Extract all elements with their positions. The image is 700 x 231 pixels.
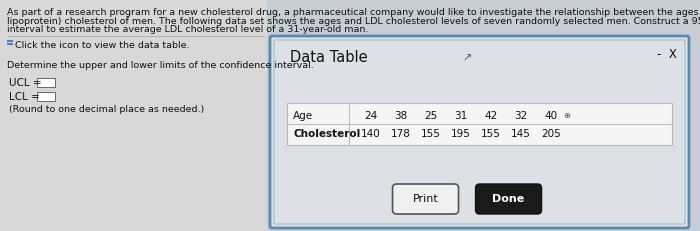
Bar [10, 40, 13, 42]
Text: 178: 178 [391, 129, 411, 139]
Text: 195: 195 [451, 129, 471, 139]
Text: UCL =: UCL = [9, 77, 41, 88]
Text: 42: 42 [484, 111, 498, 121]
Text: ↗: ↗ [463, 54, 472, 64]
Text: 40: 40 [545, 111, 558, 121]
Text: 140: 140 [361, 129, 381, 139]
FancyBboxPatch shape [475, 184, 542, 214]
Text: Done: Done [492, 194, 525, 204]
Text: 155: 155 [481, 129, 501, 139]
Text: -  X: - X [657, 48, 677, 61]
Text: lipoprotein) cholesterol of men. The following data set shows the ages and LDL c: lipoprotein) cholesterol of men. The fol… [7, 16, 700, 25]
Text: As part of a research program for a new cholesterol drug, a pharmaceutical compa: As part of a research program for a new … [7, 8, 700, 17]
Text: 145: 145 [511, 129, 531, 139]
Text: 155: 155 [421, 129, 441, 139]
Bar [7, 40, 10, 42]
Text: LCL =: LCL = [9, 91, 40, 101]
Text: 31: 31 [454, 111, 468, 121]
Bar [10, 43, 13, 45]
Bar [287, 103, 672, 145]
Text: interval to estimate the average LDL cholesterol level of a 31-year-old man.: interval to estimate the average LDL cho… [7, 25, 368, 34]
Text: Cholesterol: Cholesterol [293, 129, 360, 139]
Text: Determine the upper and lower limits of the confidence interval.: Determine the upper and lower limits of … [7, 61, 314, 70]
FancyBboxPatch shape [393, 184, 458, 214]
Bar [7, 43, 10, 45]
Text: Data Table: Data Table [290, 50, 368, 65]
Text: (Round to one decimal place as needed.): (Round to one decimal place as needed.) [9, 106, 204, 115]
Bar [37, 91, 55, 100]
FancyBboxPatch shape [270, 36, 689, 228]
Text: ⊕: ⊕ [564, 111, 570, 120]
Text: Click the icon to view the data table.: Click the icon to view the data table. [15, 40, 190, 49]
Text: 24: 24 [365, 111, 377, 121]
Bar [37, 77, 55, 86]
Text: 32: 32 [514, 111, 528, 121]
Text: 205: 205 [541, 129, 561, 139]
Text: Print: Print [413, 194, 438, 204]
Bar [267, 0, 700, 231]
Text: 38: 38 [394, 111, 407, 121]
Text: Age: Age [293, 111, 313, 121]
Text: 25: 25 [424, 111, 438, 121]
